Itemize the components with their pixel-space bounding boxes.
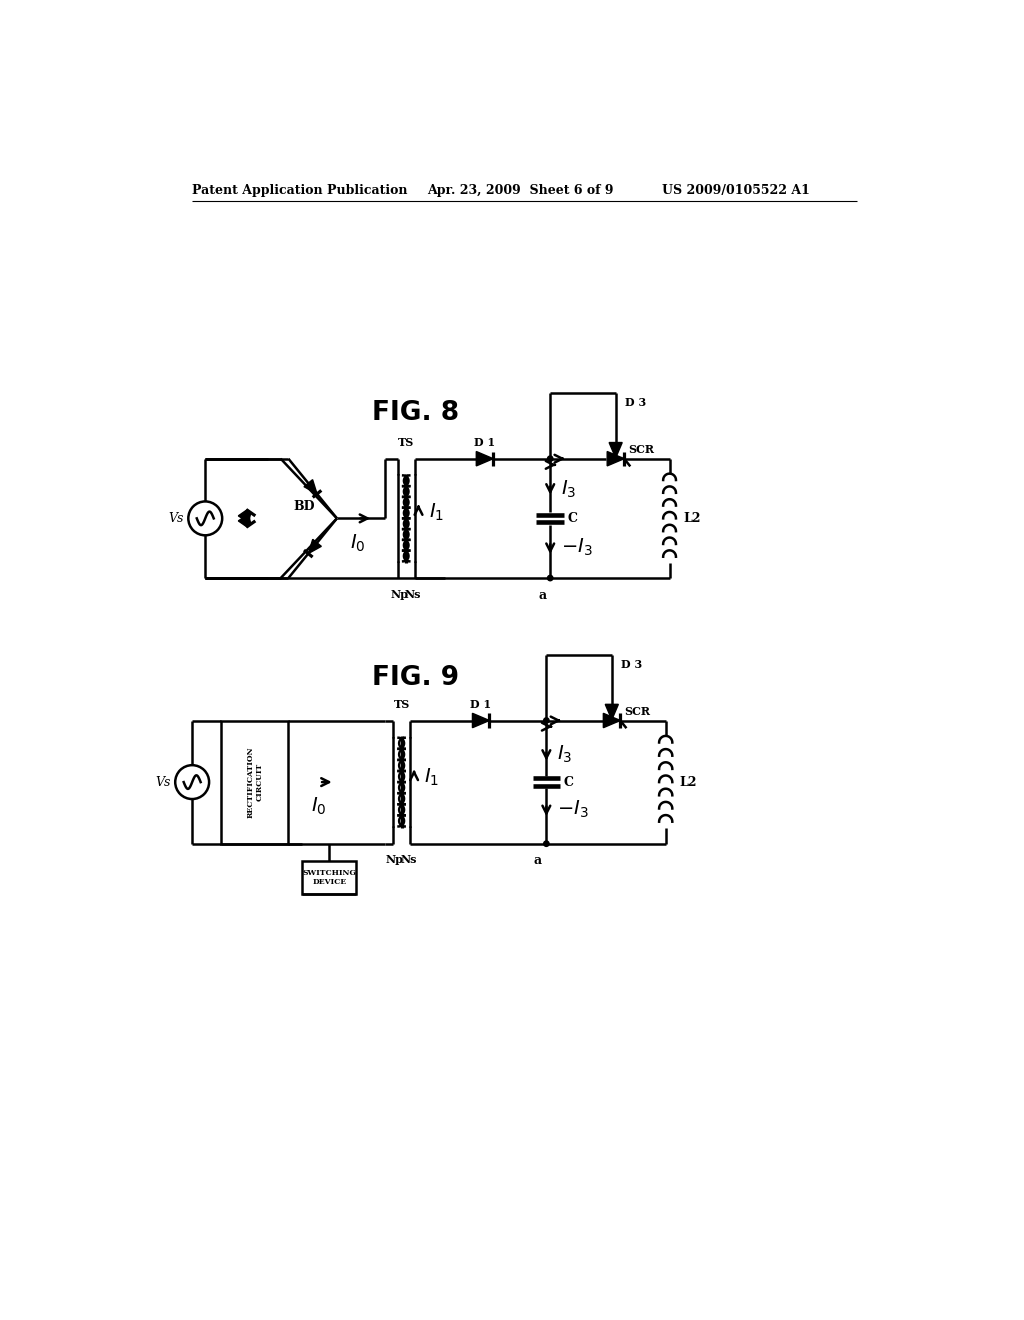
Text: US 2009/0105522 A1: US 2009/0105522 A1 — [662, 185, 810, 197]
Text: D 3: D 3 — [621, 659, 642, 671]
Text: Vs: Vs — [168, 512, 183, 525]
Circle shape — [544, 718, 549, 723]
Bar — [302, 862, 356, 894]
Text: $-I_3$: $-I_3$ — [557, 799, 589, 820]
Polygon shape — [239, 510, 251, 524]
Text: $-I_3$: $-I_3$ — [561, 537, 593, 558]
Circle shape — [548, 455, 553, 462]
Polygon shape — [605, 705, 618, 719]
Text: C: C — [567, 512, 578, 525]
Polygon shape — [609, 442, 623, 458]
Polygon shape — [607, 451, 625, 466]
Text: $I_1$: $I_1$ — [428, 502, 443, 523]
Text: Ns: Ns — [404, 589, 422, 599]
Circle shape — [544, 841, 549, 846]
Text: D 3: D 3 — [625, 397, 646, 408]
Text: D 1: D 1 — [474, 437, 496, 447]
Polygon shape — [603, 713, 621, 727]
Text: SCR: SCR — [628, 444, 654, 455]
Text: BD: BD — [293, 500, 314, 513]
Text: $I_1$: $I_1$ — [424, 767, 439, 788]
Text: TS: TS — [393, 698, 410, 710]
Text: RECTIFICATION
CIRCUIT: RECTIFICATION CIRCUIT — [247, 746, 263, 818]
Text: $I_0$: $I_0$ — [311, 796, 327, 817]
Text: L2: L2 — [683, 512, 700, 525]
Text: a: a — [538, 589, 546, 602]
Text: $I_0$: $I_0$ — [350, 532, 366, 553]
Text: Np: Np — [390, 589, 409, 599]
Text: $I_3$: $I_3$ — [561, 478, 577, 500]
Polygon shape — [304, 479, 317, 494]
Text: SCR: SCR — [625, 706, 650, 717]
Text: a: a — [534, 854, 542, 867]
Circle shape — [548, 576, 553, 581]
Text: FIG. 8: FIG. 8 — [372, 400, 459, 425]
Text: FIG. 9: FIG. 9 — [372, 665, 459, 692]
Text: Apr. 23, 2009  Sheet 6 of 9: Apr. 23, 2009 Sheet 6 of 9 — [427, 185, 613, 197]
Polygon shape — [308, 540, 322, 553]
Text: Vs: Vs — [156, 776, 171, 788]
Text: Patent Application Publication: Patent Application Publication — [193, 185, 408, 197]
Text: SWITCHING
DEVICE: SWITCHING DEVICE — [302, 869, 356, 886]
Text: C: C — [563, 776, 573, 788]
Text: D 1: D 1 — [470, 698, 492, 710]
Text: L2: L2 — [680, 776, 697, 788]
Bar — [221, 721, 289, 843]
Polygon shape — [239, 512, 251, 527]
Polygon shape — [472, 713, 489, 727]
Polygon shape — [476, 451, 494, 466]
Text: TS: TS — [398, 437, 415, 447]
Text: $I_3$: $I_3$ — [557, 743, 572, 766]
Text: Np: Np — [385, 854, 403, 866]
Text: Ns: Ns — [400, 854, 417, 866]
